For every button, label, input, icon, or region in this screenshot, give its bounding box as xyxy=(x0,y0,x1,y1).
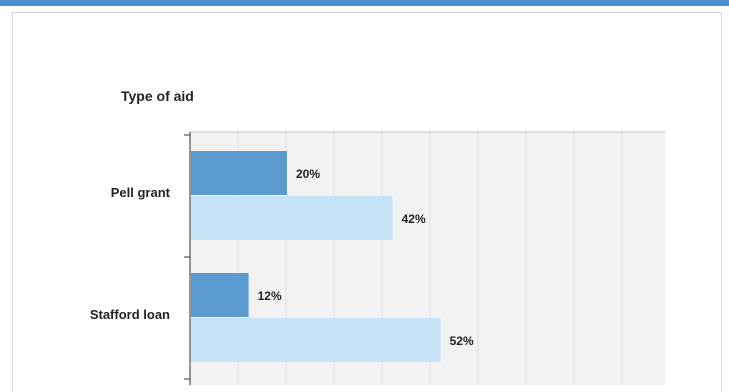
y-axis xyxy=(184,132,191,385)
data-label: 20% xyxy=(296,167,320,181)
bar xyxy=(191,151,287,195)
bar xyxy=(191,273,249,317)
category-label: Stafford loan xyxy=(90,307,170,322)
bar xyxy=(191,196,393,240)
data-label: 52% xyxy=(450,334,474,348)
data-label: 42% xyxy=(402,212,426,226)
bar xyxy=(191,318,441,362)
labels: Pell grant 20% 42% Stafford loan 12% 52% xyxy=(90,167,474,348)
data-label: 12% xyxy=(258,289,282,303)
bars xyxy=(191,151,441,362)
y-axis-title: Type of aid xyxy=(121,88,194,104)
header-accent-bar xyxy=(0,0,729,6)
category-label: Pell grant xyxy=(111,185,171,200)
